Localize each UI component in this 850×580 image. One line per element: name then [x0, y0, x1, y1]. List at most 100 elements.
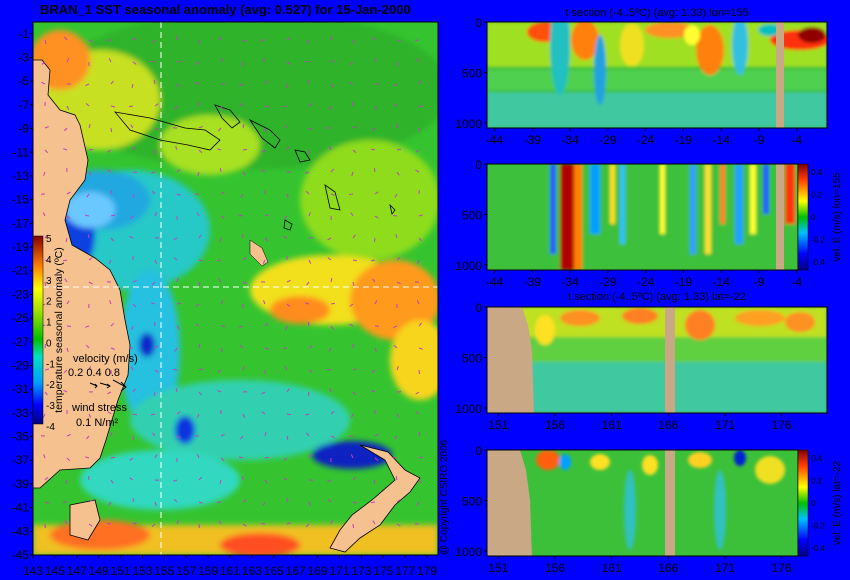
- panel2-colorbar-label: vel. E (m/s) lon=155: [832, 172, 843, 262]
- velocity-arrow: [64, 278, 68, 283]
- velocity-colorbar-tick-label: -0.4: [811, 258, 825, 267]
- velocity-arrow: [416, 300, 420, 305]
- velocity-arrow: [151, 171, 156, 174]
- wind-legend-label: wind stress: [71, 402, 128, 414]
- map-x-tick-label: 177: [395, 564, 415, 578]
- velocity-arrow: [153, 391, 156, 397]
- map-y-tick-label: -7: [18, 98, 29, 112]
- section-x-tick-label: 176: [772, 418, 792, 432]
- velocity-arrow: [150, 413, 156, 416]
- section-y-tick-label: 1000: [455, 259, 482, 273]
- map-y-tick-label: -13: [12, 169, 30, 183]
- velocity-arrow: [154, 321, 156, 327]
- panel1-y-ticks: 0 500 1000: [455, 16, 487, 131]
- section-x-tick-label: -24: [637, 133, 655, 147]
- velocity-arrow: [264, 80, 268, 85]
- velocity-arrow: [415, 169, 420, 173]
- sst-colorbar: [32, 235, 44, 425]
- map-x-tick-label: 151: [111, 564, 131, 578]
- velocity-arrow: [415, 411, 420, 415]
- velocity-arrow: [88, 171, 92, 176]
- velocity-arrow: [84, 214, 90, 217]
- section-y-tick-label: 0: [475, 301, 482, 315]
- map-x-tick-label: 163: [242, 564, 262, 578]
- velocity-arrow: [85, 456, 90, 459]
- velocity-arrow: [176, 520, 179, 525]
- velocity-arrow: [373, 479, 376, 485]
- velocity-colorbar-tick-label: -0.2: [811, 522, 825, 531]
- velocity-arrow: [328, 146, 332, 151]
- velocity-arrow: [264, 347, 269, 350]
- section-x-tick-label: -14: [713, 133, 731, 147]
- velocity-arrow: [109, 300, 112, 305]
- velocity-arrow: [174, 347, 178, 352]
- map-y-tick-label: -37: [12, 453, 30, 467]
- velocity-arrow: [107, 411, 112, 415]
- velocity-arrow: [131, 83, 134, 89]
- velocity-arrow: [66, 457, 71, 462]
- velocity-arrow: [330, 277, 333, 283]
- velocity-arrow: [418, 347, 423, 350]
- velocity-arrow: [88, 366, 92, 371]
- sst-map-land: [33, 59, 421, 553]
- velocity-arrow: [41, 61, 46, 65]
- velocity-arrow: [352, 149, 357, 153]
- velocity-arrow: [242, 281, 247, 285]
- velocity-arrow: [330, 520, 333, 525]
- velocity-arrow: [260, 523, 266, 525]
- map-y-tick-label: -39: [12, 477, 30, 491]
- sst-map-x-ticks: 143 145 147 149 151 153 155 157 159 161 163 165 167 1…: [23, 555, 437, 578]
- velocity-arrow: [88, 523, 93, 527]
- panel1-title: t section (-4..5ºC) (avg: 1.33) lon=155: [565, 7, 748, 19]
- velocity-arrow: [308, 259, 312, 264]
- velocity-arrow: [352, 125, 357, 129]
- map-x-tick-label: 147: [67, 564, 87, 578]
- main-title: BRAN_1 SST seasonal anomaly (avg: 0.527)…: [40, 2, 411, 17]
- velocity-arrow: [198, 501, 203, 504]
- velocity-colorbar-tick-label: 0.4: [811, 454, 823, 463]
- sst-map-y-ticks: -1 -3 -5 -7 -9 -11 -13 -15 -17 -19 -21 -23 -25 -27 -29…: [12, 27, 33, 562]
- velocity-arrow: [151, 190, 156, 195]
- velocity-arrow: [85, 83, 90, 87]
- velocity-arrow: [304, 413, 310, 416]
- section-x-tick-label: -29: [599, 275, 617, 289]
- map-y-tick-label: -43: [12, 524, 30, 538]
- velocity-arrow: [66, 347, 69, 352]
- velocity-arrow: [129, 477, 134, 481]
- map-y-tick-label: -21: [12, 264, 30, 278]
- section-x-tick-label: -29: [599, 133, 617, 147]
- velocity-arrow: [85, 103, 90, 107]
- velocity-arrow: [352, 523, 354, 529]
- velocity-arrow: [108, 501, 112, 506]
- velocity-arrow: [132, 522, 137, 525]
- panel-t-section-lon155: t section (-4..5ºC) (avg: 1.33) lon=155 …: [455, 7, 828, 147]
- velocity-legend-label: velocity (m/s): [73, 353, 138, 365]
- sst-colorbar-label: temperature seasonal anomaly (ºC): [53, 247, 65, 413]
- velocity-arrow: [395, 475, 398, 481]
- velocity-arrow: [286, 146, 290, 151]
- velocity-arrow: [327, 257, 332, 261]
- velocity-arrow: [44, 281, 47, 287]
- velocity-arrow: [198, 391, 202, 396]
- velocity-arrow: [154, 127, 159, 131]
- sst-map-plot: 5 4 3 2 1 0 -1 -2 -3 -4 temperature seasonal anom…: [12, 21, 439, 578]
- velocity-arrow: [350, 212, 354, 217]
- panel2-x-ticks: -44 -39 -34 -29 -24 -19 -14 -9 -4: [486, 270, 802, 289]
- velocity-arrow: [371, 390, 376, 393]
- panel4-colorbar-label: vel. E (m/s) lat=-22: [832, 460, 843, 545]
- section-x-tick-label: 156: [545, 418, 565, 432]
- panel-v-section-lat22: 0.4 0.2 0 -0.2 -0.4 vel. E (m/s) lat=-22 151…: [455, 444, 843, 575]
- velocity-arrow: [286, 61, 291, 65]
- velocity-arrow: [154, 369, 159, 373]
- velocity-arrow: [108, 58, 112, 63]
- velocity-arrow: [195, 323, 200, 327]
- velocity-arrow: [374, 457, 379, 461]
- velocity-arrow: [286, 522, 291, 525]
- velocity-arrow: [88, 413, 92, 418]
- velocity-arrow: [173, 257, 178, 261]
- velocity-arrow: [64, 520, 68, 525]
- velocity-arrow: [307, 391, 310, 397]
- velocity-arrow: [130, 124, 134, 129]
- velocity-arrow: [198, 368, 203, 371]
